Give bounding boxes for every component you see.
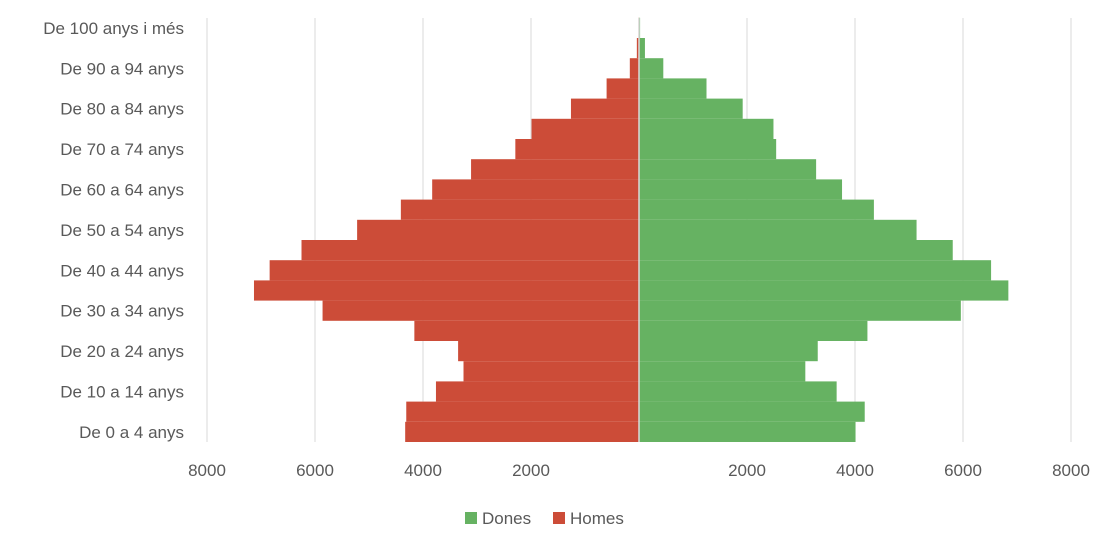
bar-homes-4 xyxy=(458,341,639,362)
legend-swatch-homes xyxy=(553,512,565,524)
x-tick-label: 4000 xyxy=(404,461,442,480)
category-label: De 70 a 74 anys xyxy=(60,140,184,159)
bar-homes-16 xyxy=(570,98,639,119)
bar-homes-7 xyxy=(253,280,640,301)
bar-homes-14 xyxy=(515,139,639,160)
bar-dones-17 xyxy=(639,78,707,99)
x-tick-label: 4000 xyxy=(836,461,874,480)
tick-labels: 8000 6000 4000 2000 2000 4000 6000 8000 xyxy=(188,461,1090,480)
bar-homes-10 xyxy=(357,219,639,240)
bar-homes-5 xyxy=(414,320,639,341)
bar-dones-0 xyxy=(639,421,856,442)
bar-homes-6 xyxy=(322,300,639,321)
bar-homes-3 xyxy=(463,361,639,382)
x-tick-label: 8000 xyxy=(188,461,226,480)
bar-dones-12 xyxy=(639,179,843,200)
category-label: De 20 a 24 anys xyxy=(60,342,184,361)
bar-dones-14 xyxy=(639,139,777,160)
bar-homes-13 xyxy=(471,159,639,180)
category-label: De 10 a 14 anys xyxy=(60,383,184,402)
bar-homes-19 xyxy=(636,38,639,59)
category-label: De 100 anys i més xyxy=(43,19,184,38)
bar-homes-11 xyxy=(400,199,639,220)
bars xyxy=(253,17,1009,442)
bar-dones-6 xyxy=(639,300,961,321)
bar-homes-18 xyxy=(629,58,639,79)
category-label: De 60 a 64 anys xyxy=(60,181,184,200)
bar-homes-8 xyxy=(269,260,639,281)
category-labels: De 0 a 4 anys De 10 a 14 anys De 20 a 24 a… xyxy=(43,19,184,442)
bar-dones-11 xyxy=(639,199,874,220)
category-label: De 80 a 84 anys xyxy=(60,100,184,119)
bar-homes-9 xyxy=(301,240,639,261)
bar-dones-2 xyxy=(639,381,837,402)
x-tick-label: 2000 xyxy=(512,461,550,480)
bar-dones-15 xyxy=(639,118,774,139)
bar-homes-15 xyxy=(531,118,639,139)
bar-homes-2 xyxy=(435,381,639,402)
category-label: De 30 a 34 anys xyxy=(60,302,184,321)
x-tick-label: 2000 xyxy=(728,461,766,480)
bar-dones-16 xyxy=(639,98,743,119)
bar-homes-0 xyxy=(405,421,639,442)
legend-label-dones: Dones xyxy=(482,509,531,528)
legend-swatch-dones xyxy=(465,512,477,524)
category-label: De 50 a 54 anys xyxy=(60,221,184,240)
bar-dones-7 xyxy=(639,280,1009,301)
bar-homes-12 xyxy=(432,179,639,200)
bar-dones-3 xyxy=(639,361,806,382)
bar-dones-5 xyxy=(639,320,868,341)
bar-dones-18 xyxy=(639,58,664,79)
bar-dones-1 xyxy=(639,401,865,422)
x-tick-label: 6000 xyxy=(296,461,334,480)
bar-dones-19 xyxy=(639,38,645,59)
bar-homes-17 xyxy=(606,78,639,99)
x-tick-label: 8000 xyxy=(1052,461,1090,480)
bar-dones-4 xyxy=(639,341,818,362)
bar-dones-9 xyxy=(639,240,953,261)
bar-dones-8 xyxy=(639,260,992,281)
category-label: De 90 a 94 anys xyxy=(60,59,184,78)
legend: Dones Homes xyxy=(465,509,624,528)
category-label: De 0 a 4 anys xyxy=(79,423,184,442)
bar-dones-10 xyxy=(639,219,917,240)
category-label: De 40 a 44 anys xyxy=(60,261,184,280)
x-tick-label: 6000 xyxy=(944,461,982,480)
bar-homes-1 xyxy=(406,401,639,422)
legend-label-homes: Homes xyxy=(570,509,624,528)
bar-dones-13 xyxy=(639,159,817,180)
